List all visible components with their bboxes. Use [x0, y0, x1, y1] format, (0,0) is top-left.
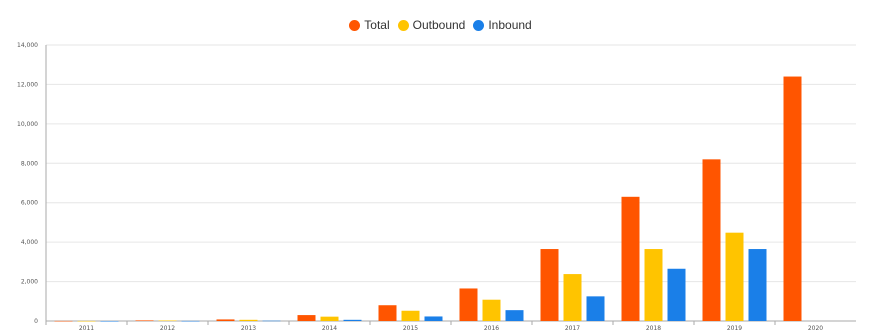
x-tick-label: 2018 — [646, 325, 661, 332]
y-tick-label: 4,000 — [21, 239, 38, 246]
bar-inbound-2017[interactable] — [586, 296, 605, 321]
x-tick-label: 2016 — [484, 325, 499, 332]
grid-layer — [46, 44, 856, 322]
legend-swatch-inbound — [473, 19, 485, 31]
y-tick-label: 12,000 — [17, 81, 38, 88]
legend-item-inbound[interactable]: Inbound — [473, 18, 532, 32]
bar-total-2014[interactable] — [297, 315, 316, 321]
legend-swatch-outbound — [397, 19, 409, 31]
bar-inbound-2012[interactable] — [181, 320, 200, 322]
legend-swatch-total — [349, 19, 361, 31]
x-tick-label: 2017 — [565, 325, 580, 332]
bar-total-2017[interactable] — [540, 249, 559, 321]
bar-inbound-2018[interactable] — [667, 268, 686, 321]
bar-inbound-2016[interactable] — [505, 310, 524, 321]
legend-label-total: Total — [364, 18, 390, 32]
bar-total-2013[interactable] — [216, 319, 235, 321]
x-tick-label: 2019 — [727, 325, 742, 332]
y-tick-label: 8,000 — [21, 160, 38, 167]
bar-outbound-2011[interactable] — [77, 320, 96, 322]
bar-total-2016[interactable] — [459, 288, 478, 321]
legend-label-outbound: Outbound — [412, 18, 466, 32]
bar-total-2011[interactable] — [54, 320, 73, 322]
bar-outbound-2019[interactable] — [725, 232, 744, 321]
y-tick-label: 10,000 — [17, 121, 38, 128]
bar-outbound-2012[interactable] — [158, 320, 177, 322]
bar-layer — [54, 76, 802, 322]
y-tick-label: 14,000 — [17, 42, 38, 49]
x-tick-label: 2014 — [322, 325, 337, 332]
x-tick-label: 2011 — [79, 325, 94, 332]
legend-item-total[interactable]: Total — [349, 18, 390, 32]
bar-total-2015[interactable] — [378, 305, 397, 321]
bar-inbound-2013[interactable] — [262, 320, 281, 322]
x-tick-label: 2020 — [808, 325, 823, 332]
x-tick-label: 2013 — [241, 325, 256, 332]
bar-total-2020[interactable] — [783, 76, 802, 322]
y-tick-label: 6,000 — [21, 200, 38, 207]
legend-item-outbound[interactable]: Outbound — [397, 18, 466, 32]
axis-layer: 0 2,000 4,000 6,000 8,000 10,000 12,000 14,000 2… — [17, 42, 856, 332]
bar-outbound-2013[interactable] — [239, 319, 258, 321]
bar-inbound-2014[interactable] — [343, 319, 362, 321]
bar-inbound-2015[interactable] — [424, 316, 443, 321]
bar-outbound-2014[interactable] — [320, 316, 339, 321]
x-tick-label: 2015 — [403, 325, 418, 332]
y-tick-label: 2,000 — [21, 279, 38, 286]
bar-outbound-2015[interactable] — [401, 310, 420, 321]
y-tick-label: 0 — [34, 318, 38, 325]
bar-outbound-2016[interactable] — [482, 299, 501, 321]
bar-total-2019[interactable] — [702, 159, 721, 321]
chart-legend: Total Outbound Inbound — [0, 18, 881, 32]
bar-total-2018[interactable] — [621, 196, 640, 321]
legend-label-inbound: Inbound — [488, 18, 532, 32]
bar-inbound-2011[interactable] — [100, 320, 119, 322]
bar-outbound-2018[interactable] — [644, 249, 663, 321]
x-tick-label: 2012 — [160, 325, 175, 332]
bar-inbound-2019[interactable] — [748, 249, 767, 321]
bar-total-2012[interactable] — [135, 320, 154, 321]
bar-outbound-2017[interactable] — [563, 274, 582, 321]
